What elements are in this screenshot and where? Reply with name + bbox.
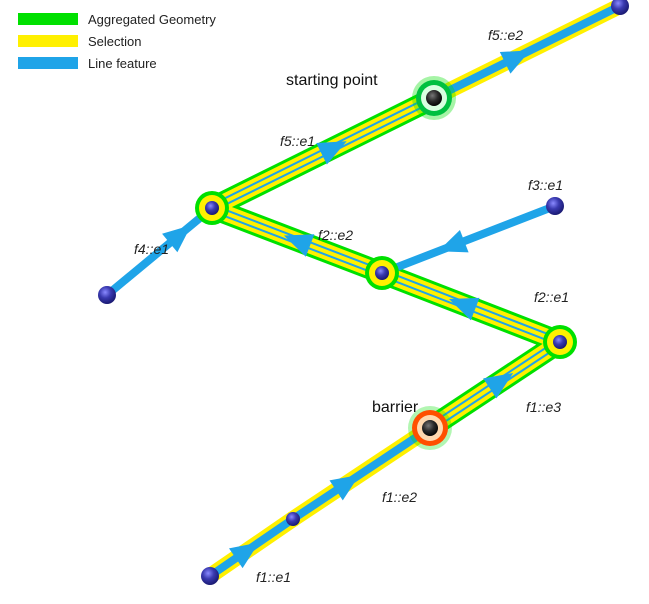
edge-label-f3e1: f3::e1	[528, 177, 563, 193]
direction-arrow-icon	[434, 230, 469, 262]
node-D	[365, 256, 399, 290]
edge-label-f1e3: f1::e3	[526, 399, 561, 415]
legend-swatch-blue	[18, 57, 78, 69]
node-E	[195, 191, 229, 225]
legend-row-aggregated: Aggregated Geometry	[18, 8, 216, 30]
legend: Aggregated Geometry Selection Line featu…	[18, 8, 216, 74]
annotation-starting-point: starting point	[286, 72, 378, 89]
node-Ba	[286, 512, 300, 526]
layer-labels: f1::e1 f1::e2 f1::e3 f2::e1 f2::e2 f5::e1 f5::…	[134, 27, 569, 585]
node-F	[412, 76, 456, 120]
node-H	[546, 197, 564, 215]
node-C	[543, 325, 577, 359]
network-diagram: f1::e1 f1::e2 f1::e3 f2::e1 f2::e2 f5::e1 f5::…	[0, 0, 649, 604]
legend-label-aggregated: Aggregated Geometry	[88, 12, 216, 27]
edge-label-f1eX: f1::e2	[382, 489, 417, 505]
edge-label-f2e2: f2::e2	[318, 227, 353, 243]
legend-label-selection: Selection	[88, 34, 141, 49]
edge-label-f4e1: f4::e1	[134, 241, 169, 257]
node-I	[98, 286, 116, 304]
edge-label-f2e1: f2::e1	[534, 289, 569, 305]
edge-label-f5e1: f5::e1	[280, 133, 315, 149]
legend-label-line: Line feature	[88, 56, 157, 71]
legend-row-selection: Selection	[18, 30, 216, 52]
edge-label-f1e1: f1::e1	[256, 569, 291, 585]
annotation-barrier: barrier	[372, 399, 419, 416]
node-A	[201, 567, 219, 585]
legend-swatch-green	[18, 13, 78, 25]
legend-row-line: Line feature	[18, 52, 216, 74]
edge-label-f5e2: f5::e2	[488, 27, 523, 43]
legend-swatch-yellow	[18, 35, 78, 47]
